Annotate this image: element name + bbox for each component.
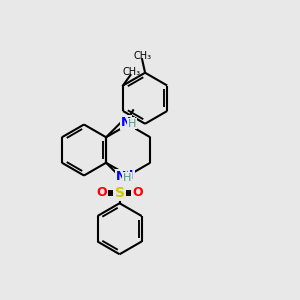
- Text: H: H: [123, 173, 131, 183]
- Text: S: S: [115, 186, 124, 200]
- Text: N: N: [121, 116, 131, 129]
- Text: N: N: [116, 170, 126, 183]
- Text: H: H: [128, 119, 136, 129]
- Text: CH₃: CH₃: [123, 67, 141, 77]
- Text: O: O: [132, 186, 143, 199]
- Text: N: N: [123, 118, 134, 131]
- Text: O: O: [96, 186, 107, 199]
- Text: N: N: [123, 169, 134, 182]
- Text: CH₃: CH₃: [133, 51, 151, 61]
